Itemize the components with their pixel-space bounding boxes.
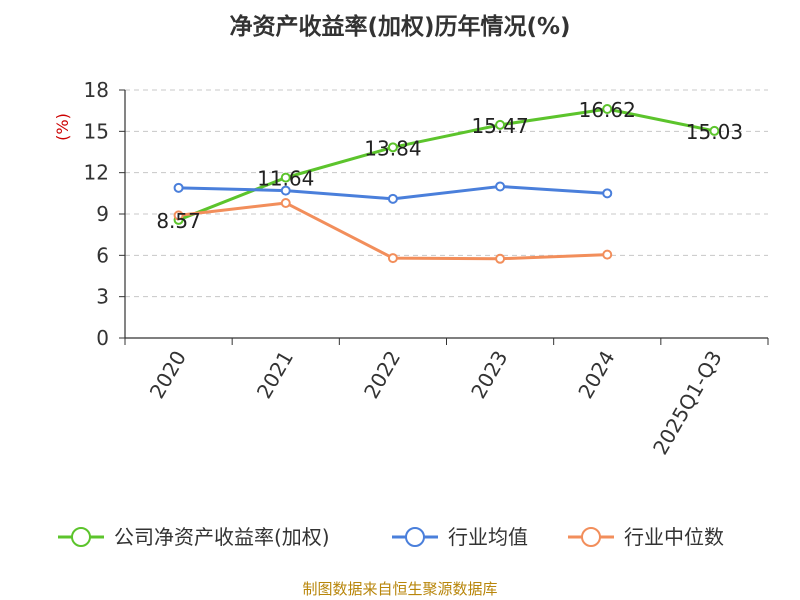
x-tick-label: 2022 (359, 347, 405, 403)
series-line (178, 201, 608, 261)
y-tick-label: 18 (84, 78, 109, 102)
y-tick-label: 6 (96, 243, 109, 267)
x-tick-label: 2023 (466, 347, 512, 403)
grid-lines (125, 89, 768, 298)
data-point[interactable] (602, 104, 613, 115)
y-axis-label: (%) (53, 113, 72, 141)
legend-marker (405, 527, 425, 547)
data-label: 15.03 (686, 120, 743, 144)
chart-title: 净资产收益率(加权)历年情况(%) (229, 13, 570, 40)
legend-marker (581, 527, 601, 547)
legend[interactable]: 公司净资产收益率(加权) 行业均值 行业中位数 (58, 525, 724, 549)
data-point[interactable] (280, 197, 291, 208)
data-point[interactable] (173, 210, 184, 221)
y-tick-label: 9 (96, 202, 109, 226)
y-tick-label: 15 (84, 119, 109, 143)
data-label: 8.57 (156, 209, 201, 233)
data-point[interactable] (387, 142, 398, 153)
data-label: 16.62 (579, 98, 636, 122)
data-point[interactable] (602, 249, 613, 260)
data-point[interactable] (602, 188, 613, 199)
x-tick-label: 2024 (573, 347, 619, 403)
legend-label: 公司净资产收益率(加权) (114, 525, 330, 549)
data-label: 13.84 (364, 136, 421, 160)
y-tick-label: 12 (84, 161, 109, 185)
data-label: 11.64 (257, 167, 314, 191)
data-point[interactable] (173, 182, 184, 193)
legend-label: 行业中位数 (624, 525, 724, 549)
data-point[interactable] (387, 253, 398, 264)
data-point[interactable] (709, 125, 720, 136)
y-tick-label: 0 (96, 326, 109, 350)
data-labels: 8.57 11.64 13.84 15.47 16.62 15.03 (156, 98, 743, 233)
legend-marker (71, 527, 91, 547)
series-lines (173, 104, 720, 264)
x-tick-label: 2021 (252, 347, 298, 403)
y-tick-label: 3 (96, 285, 109, 309)
legend-label: 行业均值 (448, 525, 528, 549)
data-point[interactable] (495, 181, 506, 192)
data-point[interactable] (495, 253, 506, 264)
data-label: 15.47 (471, 114, 528, 138)
series-line (178, 107, 715, 222)
x-tick-label: 2025Q1-Q3 (648, 347, 727, 459)
data-point[interactable] (495, 119, 506, 130)
data-point[interactable] (280, 172, 291, 183)
legend-item[interactable]: 行业中位数 (568, 525, 724, 549)
axes: 0 3 6 9 12 15 18 2020 2021 2022 2023 2024 2025Q1-Q3 (84, 78, 769, 459)
source-note: 制图数据来自恒生聚源数据库 (302, 580, 497, 598)
x-tick-label: 2020 (145, 347, 191, 403)
data-point[interactable] (387, 193, 398, 204)
legend-item[interactable]: 公司净资产收益率(加权) (58, 525, 330, 549)
legend-item[interactable]: 行业均值 (392, 525, 528, 549)
data-point[interactable] (280, 185, 291, 196)
